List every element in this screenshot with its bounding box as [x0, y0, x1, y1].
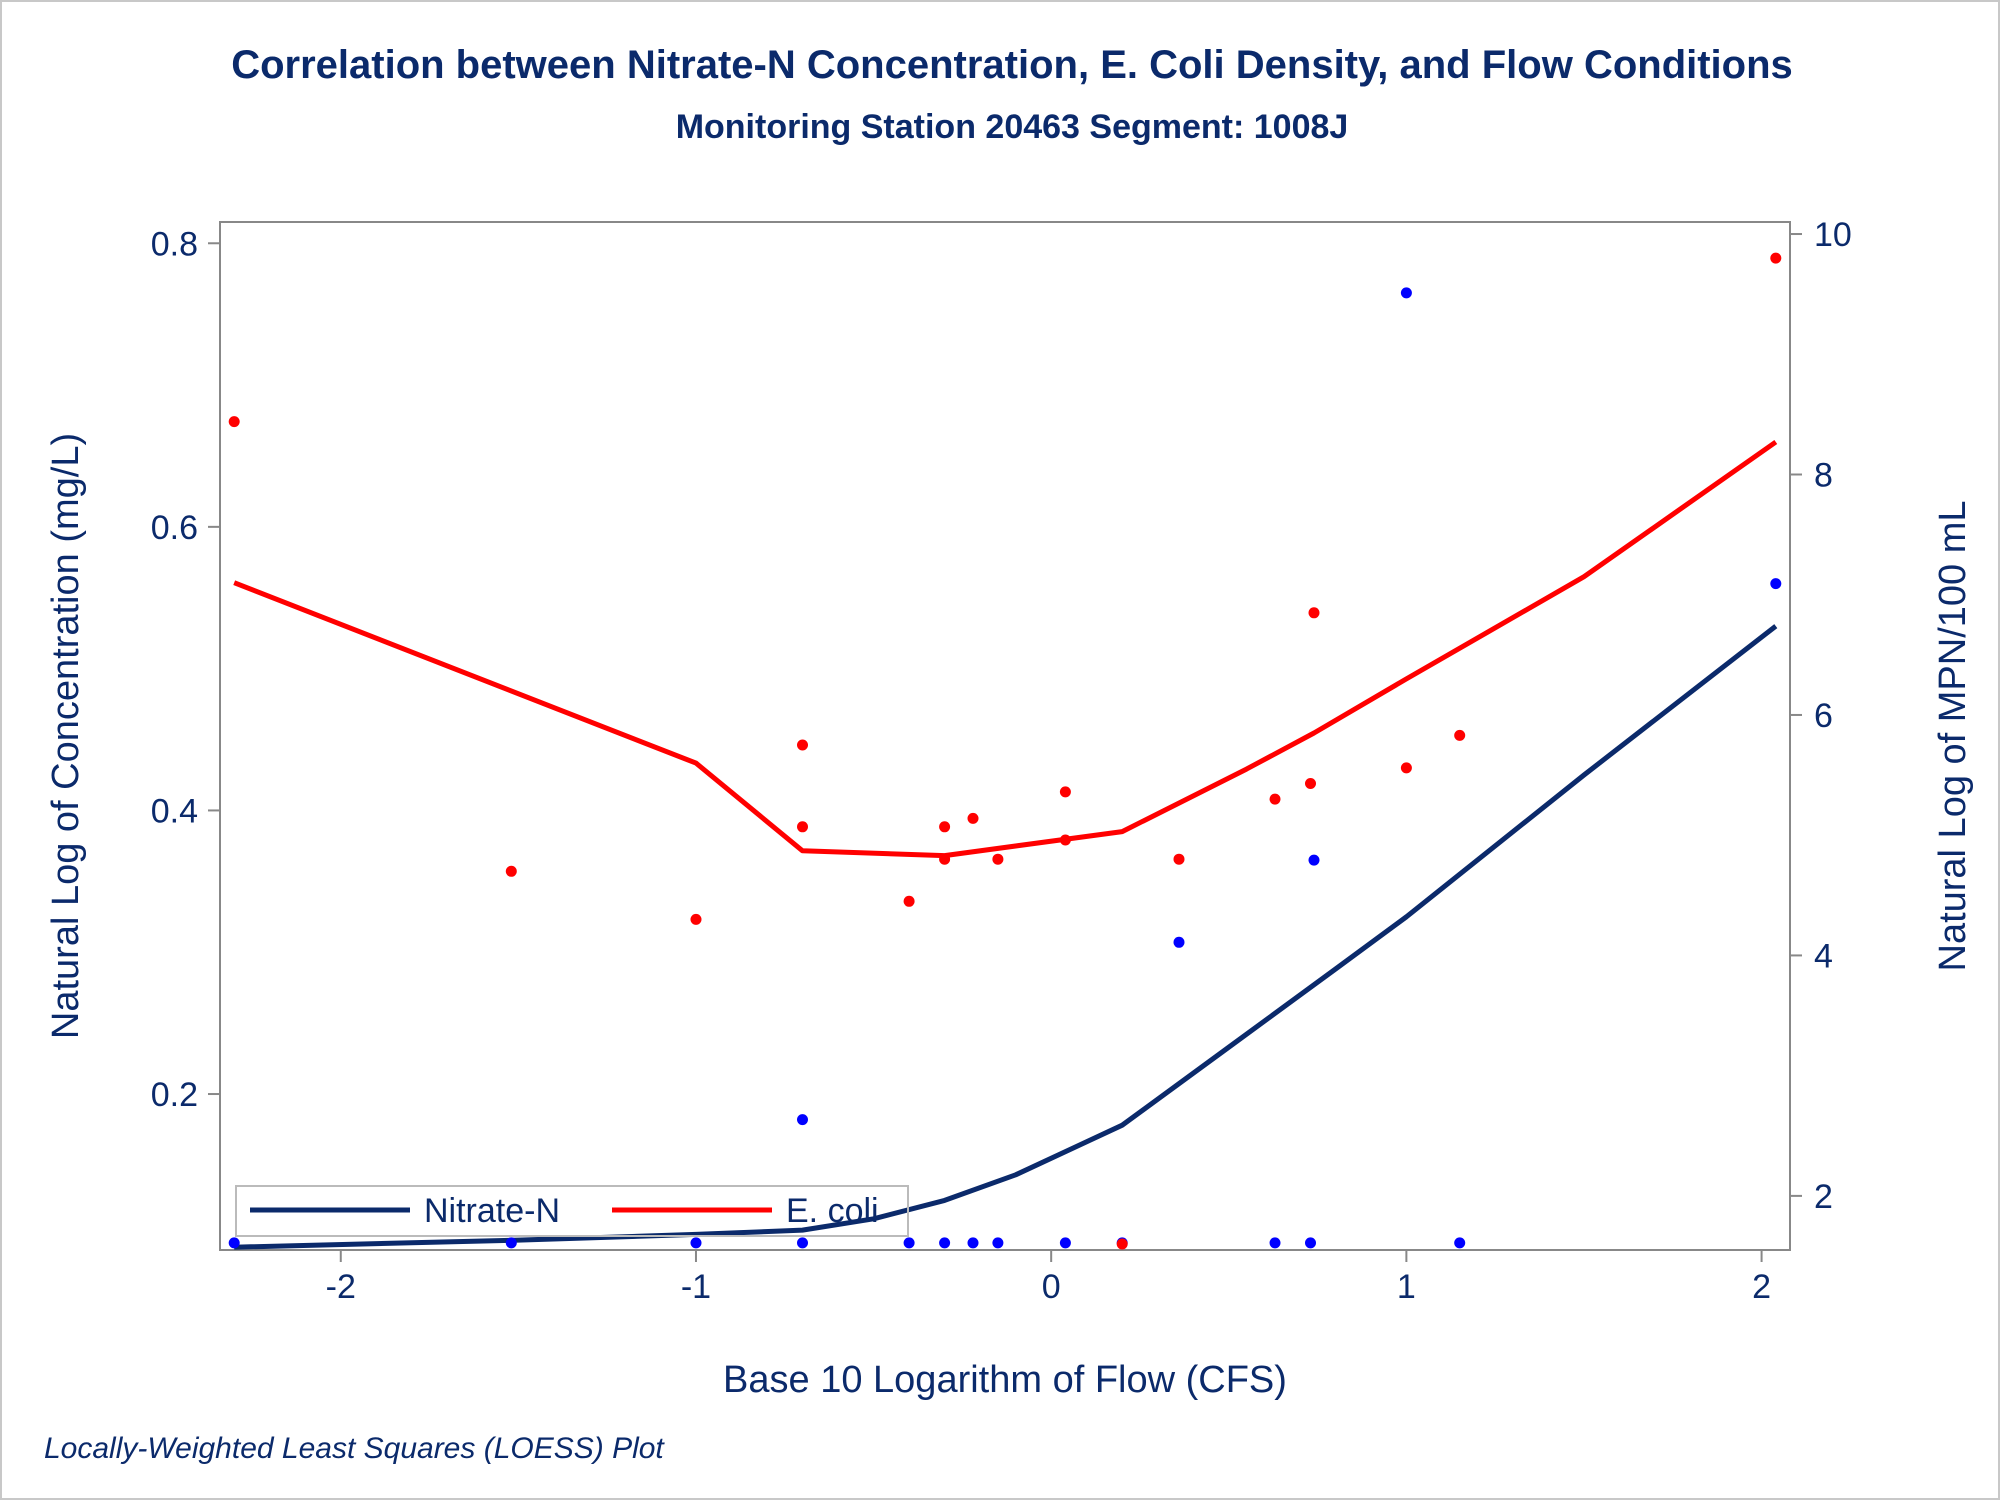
nitrate-n-point [1454, 1237, 1466, 1249]
x-tick-label: 0 [1042, 1268, 1061, 1306]
nitrate-n-point [967, 1237, 979, 1249]
legend-label-nitrate: Nitrate-N [424, 1192, 560, 1230]
x-tick-label: 1 [1397, 1268, 1416, 1306]
e-coli-loess-line [233, 439, 1778, 859]
x-tick-label: 2 [1752, 1268, 1771, 1306]
e-coli-point [1173, 853, 1185, 865]
e-coli-point [1116, 1238, 1128, 1250]
e-coli-point [939, 821, 951, 833]
y-right-tick-label: 4 [1814, 937, 1833, 975]
y-left-tick-label: 0.4 [151, 792, 198, 830]
e-coli-point [903, 895, 915, 907]
nitrate-n-point [1173, 936, 1185, 948]
nitrate-n-point [1059, 1237, 1071, 1249]
legend-box [235, 1185, 909, 1237]
y-axis-left-label: Natural Log of Concentration (mg/L) [45, 433, 87, 1039]
e-coli-point [1454, 729, 1466, 741]
y-axis-left: 0.2 0.4 0.6 0.8 [151, 225, 220, 1114]
e-coli-point [1400, 762, 1412, 774]
legend: Nitrate-N E. coli [235, 1185, 909, 1237]
x-axis: -2 -1 0 1 2 [326, 1250, 1771, 1306]
e-coli-point [797, 739, 808, 751]
nitrate-n-point [1269, 1237, 1281, 1249]
e-coli-point [967, 812, 979, 824]
y-right-tick-label: 10 [1814, 216, 1852, 254]
nitrate-n-point [1770, 578, 1782, 590]
e-coli-point [797, 821, 808, 833]
e-coli-point [1269, 793, 1281, 805]
e-coli-point [1770, 252, 1782, 264]
nitrate-n-point [797, 1237, 808, 1249]
e-coli-point [992, 853, 1004, 865]
nitrate-n-point [1400, 287, 1412, 299]
plot-area [219, 221, 1791, 1251]
nitrate-n-point [690, 1237, 702, 1249]
nitrate-n-point [939, 1237, 951, 1249]
nitrate-n-point [903, 1237, 915, 1249]
y-right-tick-label: 8 [1814, 456, 1833, 494]
plot-marks [228, 252, 1782, 1250]
chart-title: Correlation between Nitrate-N Concentrat… [231, 43, 1793, 87]
e-coli-point [228, 416, 240, 428]
y-axis-right: 2 4 6 8 10 [1790, 216, 1852, 1216]
nitrate-n-point [1308, 854, 1320, 866]
nitrate-n-point [228, 1237, 240, 1249]
y-right-tick-label: 2 [1814, 1178, 1833, 1216]
nitrate-n-point [992, 1237, 1004, 1249]
y-left-tick-label: 0.8 [151, 225, 198, 263]
x-tick-label: -2 [326, 1268, 356, 1306]
e-coli-point [1308, 607, 1320, 619]
e-coli-point [1059, 786, 1071, 798]
nitrate-n-point [505, 1237, 517, 1249]
e-coli-point [1305, 778, 1316, 789]
y-axis-right-label: Natural Log of MPN/100 mL [1932, 500, 1974, 971]
x-tick-label: -1 [681, 1268, 711, 1306]
y-left-tick-label: 0.2 [151, 1076, 198, 1114]
footnote: Locally-Weighted Least Squares (LOESS) P… [44, 1432, 665, 1465]
chart-subtitle: Monitoring Station 20463 Segment: 1008J [676, 108, 1349, 146]
y-left-tick-label: 0.6 [151, 509, 198, 547]
x-axis-label: Base 10 Logarithm of Flow (CFS) [723, 1359, 1287, 1401]
e-coli-point [690, 913, 702, 925]
e-coli-point [1059, 834, 1071, 846]
e-coli-point [939, 853, 951, 865]
nitrate-n-point [1305, 1237, 1316, 1249]
nitrate-n-point [797, 1114, 808, 1126]
legend-label-ecoli: E. coli [786, 1192, 879, 1230]
nitrate-n-loess-line [234, 624, 1778, 1250]
y-right-tick-label: 6 [1814, 697, 1833, 735]
e-coli-point [505, 865, 517, 877]
